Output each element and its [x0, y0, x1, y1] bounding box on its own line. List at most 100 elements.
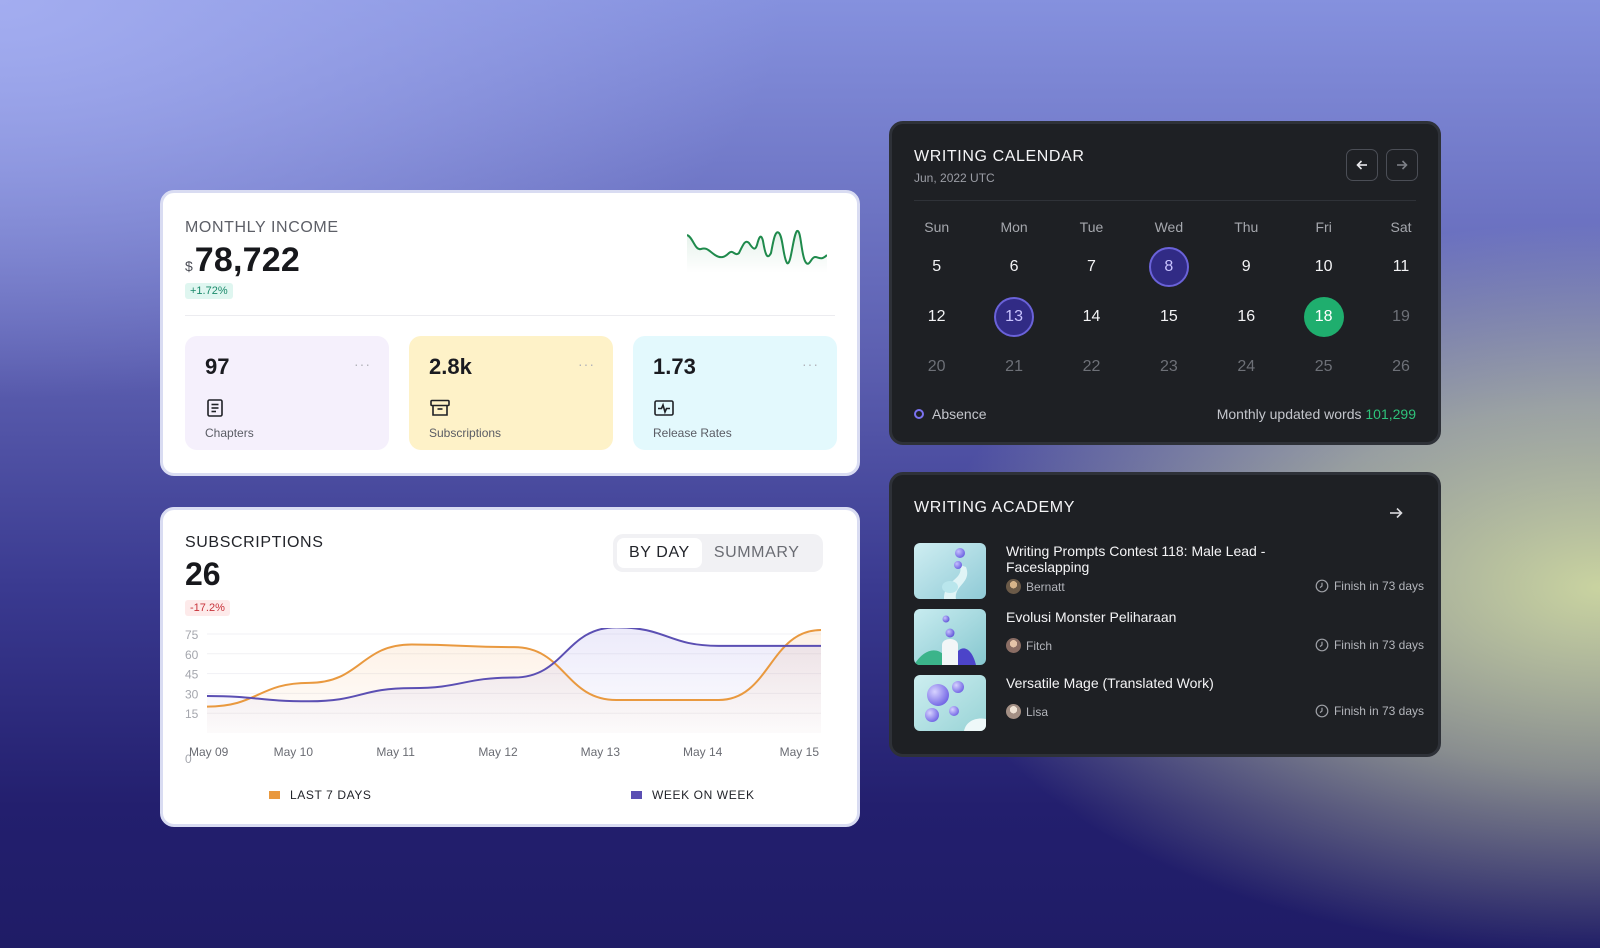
author-name: Lisa [1026, 704, 1049, 719]
calendar-day[interactable]: 8 [1130, 242, 1207, 292]
x-tick-label: May 12 [478, 745, 518, 759]
calendar-day[interactable]: 22 [1053, 342, 1130, 392]
series-area [207, 628, 821, 733]
more-options-icon[interactable]: ··· [802, 356, 819, 372]
legend-swatch [269, 791, 280, 799]
next-month-button[interactable] [1386, 149, 1418, 181]
x-tick-label: May 13 [581, 745, 621, 759]
author-avatar [1006, 704, 1021, 719]
calendar-day-number: 24 [1237, 358, 1256, 375]
series-line [206, 628, 821, 703]
legend-label: WEEK ON WEEK [652, 788, 755, 802]
calendar-month: Jun, 2022 UTC [914, 171, 995, 185]
income-sparkline [687, 229, 827, 273]
clock-icon [1315, 704, 1329, 718]
author-avatar [1006, 579, 1021, 594]
calendar-day[interactable]: 16 [1208, 292, 1285, 342]
calendar-divider [914, 200, 1416, 201]
calendar-day[interactable]: 18 [1285, 292, 1362, 342]
author-avatar [1006, 638, 1021, 653]
absence-legend: Absence [914, 406, 986, 422]
calendar-day-number: 23 [1159, 358, 1178, 375]
calendar-day[interactable]: 5 [898, 242, 975, 292]
calendar-day[interactable]: 26 [1362, 342, 1439, 392]
book-title: Versatile Mage (Translated Work) [1006, 675, 1214, 691]
tab-by-day[interactable]: BY DAY [617, 538, 702, 568]
more-options-icon[interactable]: ··· [578, 356, 595, 372]
calendar-day[interactable]: 23 [1130, 342, 1207, 392]
calendar-day-number: 26 [1392, 358, 1410, 375]
calendar-day[interactable]: 12 [898, 292, 975, 342]
clock-icon [1315, 638, 1329, 652]
calendar-day[interactable]: 20 [898, 342, 975, 392]
author-name: Bernatt [1026, 579, 1065, 594]
legend-last-7-days: LAST 7 DAYS [269, 788, 372, 802]
book-author: Fitch [1006, 638, 1052, 653]
calendar-day-number: 21 [1005, 358, 1023, 375]
academy-list-item[interactable]: Writing Prompts Contest 118: Male Lead -… [914, 543, 1424, 601]
y-tick-label: 75 [185, 628, 199, 642]
legend-swatch [631, 791, 642, 799]
weekday-label: Thu [1234, 219, 1259, 235]
monthly-words: Monthly updated words 101,299 [1217, 406, 1416, 422]
x-tick-label: May 15 [780, 745, 820, 759]
pulse-monitor-icon [653, 398, 675, 423]
calendar-day-number: 19 [1392, 308, 1410, 325]
tab-summary[interactable]: SUMMARY [713, 544, 800, 561]
stat-card-release-rates[interactable]: 1.73 ··· Release Rates [633, 336, 837, 450]
academy-title: WRITING ACADEMY [914, 499, 1076, 516]
calendar-day[interactable]: 21 [975, 342, 1052, 392]
book-title: Evolusi Monster Peliharaan [1006, 609, 1177, 625]
book-cover-image [914, 543, 986, 599]
monthly-words-value: 101,299 [1365, 406, 1416, 422]
calendar-day[interactable]: 6 [975, 242, 1052, 292]
weekday-label: Mon [1000, 219, 1028, 235]
calendar-day[interactable]: 15 [1130, 292, 1207, 342]
finish-status: Finish in 73 days [1315, 704, 1424, 718]
stat-card-subscriptions[interactable]: 2.8k ··· Subscriptions [409, 336, 613, 450]
stat-value: 97 [205, 354, 230, 379]
calendar-day[interactable]: 14 [1053, 292, 1130, 342]
weekday-label: Tue [1079, 219, 1104, 235]
calendar-day[interactable]: 25 [1285, 342, 1362, 392]
calendar-day-number: 15 [1159, 308, 1178, 325]
calendar-day-number: 9 [1241, 258, 1251, 275]
book-title: Writing Prompts Contest 118: Male Lead -… [1006, 543, 1266, 575]
monthly-words-label: Monthly updated words [1216, 406, 1362, 422]
calendar-day[interactable]: 10 [1285, 242, 1362, 292]
arrow-right-icon [1397, 160, 1408, 170]
absence-label: Absence [932, 406, 987, 422]
calendar-day[interactable]: 13 [975, 292, 1052, 342]
monthly-income-card: MONTHLY INCOME $ 78,722 +1.72% 97 ··· Ch… [160, 190, 860, 476]
calendar-day[interactable]: 11 [1362, 242, 1439, 292]
previous-month-button[interactable] [1346, 149, 1378, 181]
currency-symbol: $ [185, 258, 193, 274]
calendar-day[interactable]: 24 [1208, 342, 1285, 392]
subscriptions-title: SUBSCRIPTIONS [185, 534, 324, 551]
calendar-day[interactable]: 9 [1208, 242, 1285, 292]
y-tick-label: 15 [185, 707, 199, 721]
academy-list-item[interactable]: Versatile Mage (Translated Work) Lisa Fi… [914, 675, 1424, 733]
monthly-income-title: MONTHLY INCOME [185, 219, 339, 236]
subscriptions-change-badge: -17.2% [185, 600, 230, 616]
stat-label: Subscriptions [429, 426, 502, 440]
subscriptions-card: SUBSCRIPTIONS 26 -17.2% BY DAY SUMMARY 0… [160, 507, 860, 827]
calendar-day[interactable]: 7 [1053, 242, 1130, 292]
more-options-icon[interactable]: ··· [354, 356, 371, 372]
finish-text: Finish in 73 days [1333, 638, 1424, 652]
calendar-day-number: 16 [1237, 308, 1256, 325]
calendar-day[interactable]: 19 [1362, 292, 1439, 342]
stat-label: Chapters [205, 426, 254, 440]
stat-card-chapters[interactable]: 97 ··· Chapters [185, 336, 389, 450]
y-tick-label: 30 [185, 687, 199, 701]
book-author: Lisa [1006, 704, 1048, 719]
calendar-day-number: 20 [927, 358, 946, 375]
academy-list-item[interactable]: Evolusi Monster Peliharaan Fitch Finish … [914, 609, 1424, 667]
weekday-label: Sat [1390, 219, 1412, 235]
calendar-day-number: 11 [1392, 258, 1410, 275]
arrow-right-icon[interactable] [1388, 505, 1404, 521]
legend-label: LAST 7 DAYS [290, 788, 372, 802]
income-amount: 78,722 [194, 241, 300, 279]
monthly-income-value: $ 78,722 [185, 241, 300, 280]
calendar-day-number: 22 [1082, 358, 1101, 375]
